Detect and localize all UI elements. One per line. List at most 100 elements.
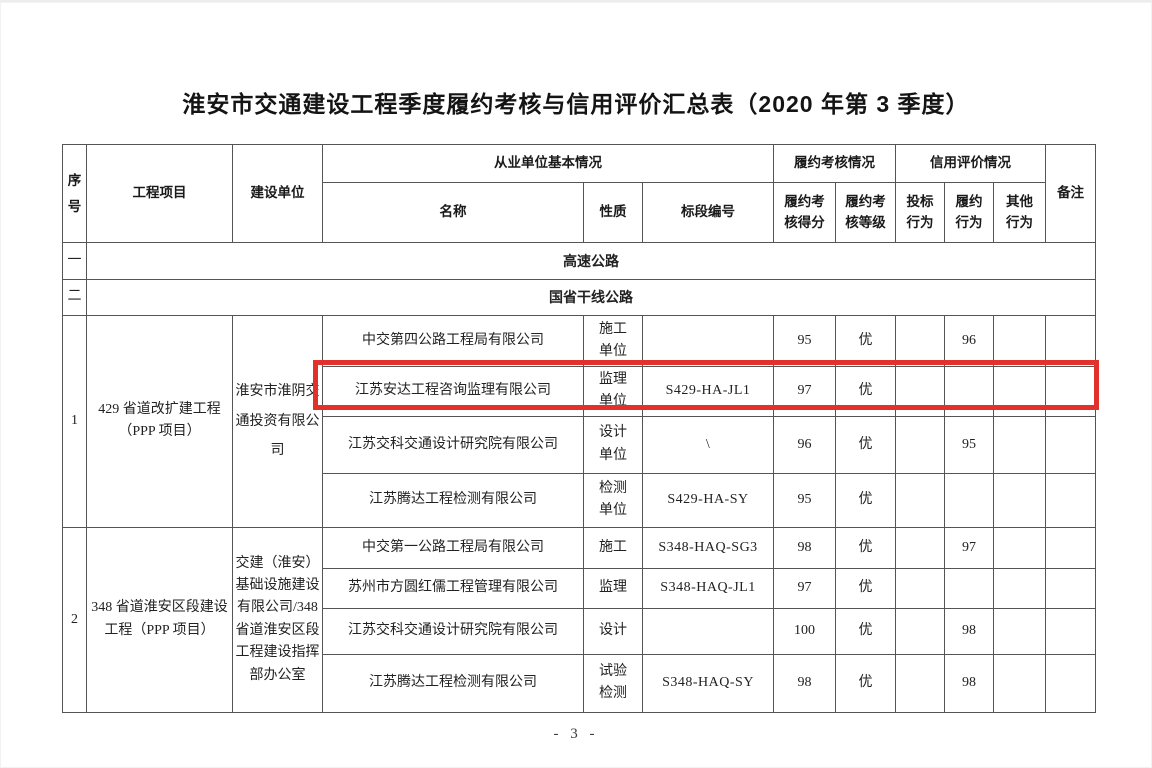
- bid-behavior: [895, 526, 946, 569]
- table-row: 江苏交科交通设计研究院有限公司 设计单位 \ 96 优 95: [63, 415, 1097, 474]
- section-no: S348-HAQ-SY: [641, 653, 775, 713]
- unit-name: 江苏腾达工程检测有限公司: [322, 653, 584, 713]
- perf-grade: 优: [835, 472, 897, 528]
- col-header-name: 名称: [322, 182, 584, 243]
- col-header-section-no: 标段编号: [641, 182, 775, 243]
- perf-grade: 优: [835, 567, 897, 609]
- bid-behavior: [895, 607, 946, 655]
- section-seq: 一: [62, 242, 87, 280]
- table-row: 江苏腾达工程检测有限公司 检测单位 S429-HA-SY 95 优: [63, 472, 1097, 528]
- col-header-bid-behavior: 投标行为: [895, 182, 946, 243]
- perf-score: 98: [773, 526, 837, 569]
- col-header-perf-grade: 履约考核等级: [835, 182, 897, 243]
- unit-nature: 设计单位: [583, 415, 643, 474]
- perf-score: 98: [773, 653, 837, 713]
- section-no: S429-HA-JL1: [641, 366, 775, 417]
- col-header-unit-group: 从业单位基本情况: [321, 144, 775, 183]
- remark: [1045, 607, 1097, 655]
- section-no: S348-HAQ-JL1: [641, 567, 775, 609]
- perf-grade: 优: [835, 315, 897, 367]
- other-behavior: [993, 472, 1047, 528]
- section-row-highway: 一 高速公路: [62, 242, 1097, 280]
- col-header-project: 工程项目: [86, 144, 233, 243]
- section-title: 高速公路: [85, 242, 1097, 280]
- remark: [1045, 567, 1097, 609]
- col-header-other-behavior: 其他行为: [993, 182, 1047, 243]
- other-behavior: [993, 607, 1047, 655]
- perf-score: 97: [773, 366, 837, 417]
- perf-grade: 优: [835, 415, 897, 474]
- col-header-perf-score: 履约考核得分: [773, 182, 837, 243]
- owner-name: 淮安市淮阴交通投资有限公司: [232, 315, 323, 528]
- remark: [1045, 472, 1097, 528]
- perf-behavior: [944, 567, 995, 609]
- bid-behavior: [895, 366, 946, 417]
- header-row-groups: 序号 工程项目 建设单位 从业单位基本情况 履约考核情况 信用评价情况 备注: [62, 144, 1097, 243]
- perf-behavior: [944, 366, 995, 417]
- unit-nature: 监理单位: [583, 366, 643, 417]
- unit-nature: 施工: [583, 526, 643, 569]
- remark: [1045, 366, 1097, 417]
- other-behavior: [993, 567, 1047, 609]
- section-no: S429-HA-SY: [641, 472, 775, 528]
- table-row: 江苏腾达工程检测有限公司 试验检测 S348-HAQ-SY 98 优 98: [63, 653, 1097, 713]
- section-row-trunk-road: 二 国省干线公路: [62, 279, 1097, 316]
- perf-score: 95: [773, 472, 837, 528]
- perf-score: 100: [773, 607, 837, 655]
- summary-table-container: 序号 工程项目 建设单位 从业单位基本情况 履约考核情况 信用评价情况 备注 名…: [62, 144, 1097, 713]
- page-title: 淮安市交通建设工程季度履约考核与信用评价汇总表（2020 年第 3 季度）: [182, 91, 970, 117]
- other-behavior: [993, 415, 1047, 474]
- header-row-columns: 名称 性质 标段编号 履约考核得分 履约考核等级 投标行为 履约行为 其他行为: [63, 182, 1096, 243]
- unit-nature: 试验检测: [583, 653, 643, 713]
- project-name: 348 省道淮安区段建设工程（PPP 项目）: [86, 526, 233, 713]
- unit-name: 中交第一公路工程局有限公司: [322, 526, 584, 569]
- project-name: 429 省道改扩建工程（PPP 项目）: [86, 315, 233, 528]
- section-no: \: [641, 415, 775, 474]
- table-row: 江苏交科交通设计研究院有限公司 设计 100 优 98: [63, 607, 1097, 655]
- perf-behavior: 96: [944, 315, 995, 367]
- remark: [1045, 653, 1097, 713]
- perf-grade: 优: [835, 607, 897, 655]
- unit-name: 江苏腾达工程检测有限公司: [322, 472, 584, 528]
- perf-score: 96: [773, 415, 837, 474]
- unit-name: 苏州市方圆红儒工程管理有限公司: [322, 567, 584, 609]
- table-row: 1 429 省道改扩建工程（PPP 项目） 淮安市淮阴交通投资有限公司 中交第四…: [62, 315, 1097, 528]
- perf-behavior: [944, 472, 995, 528]
- perf-grade: 优: [835, 526, 897, 569]
- bid-behavior: [895, 472, 946, 528]
- summary-table: 序号 工程项目 建设单位 从业单位基本情况 履约考核情况 信用评价情况 备注 名…: [62, 144, 1097, 713]
- col-header-owner: 建设单位: [232, 144, 323, 243]
- unit-nature: 设计: [583, 607, 643, 655]
- other-behavior: [993, 315, 1047, 367]
- bid-behavior: [895, 315, 946, 367]
- unit-name: 江苏安达工程咨询监理有限公司: [322, 366, 584, 417]
- perf-score: 97: [773, 567, 837, 609]
- section-no: [641, 315, 775, 367]
- bid-behavior: [895, 653, 946, 713]
- unit-nature: 监理: [583, 567, 643, 609]
- col-header-credit-group: 信用评价情况: [895, 144, 1047, 183]
- section-no: S348-HAQ-SG3: [641, 526, 775, 569]
- unit-nature: 施工单位: [583, 315, 643, 367]
- perf-behavior: 97: [944, 526, 995, 569]
- col-header-perf-group: 履约考核情况: [773, 144, 897, 183]
- table-row: 苏州市方圆红儒工程管理有限公司 监理 S348-HAQ-JL1 97 优: [63, 567, 1097, 609]
- unit-name: 中交第四公路工程局有限公司: [322, 315, 584, 367]
- project-seq: 1: [62, 315, 87, 528]
- owner-name: 交建（淮安）基础设施建设有限公司/348 省道淮安区段工程建设指挥部办公室: [232, 526, 323, 713]
- bid-behavior: [895, 567, 946, 609]
- other-behavior: [993, 653, 1047, 713]
- perf-grade: 优: [835, 366, 897, 417]
- section-title: 国省干线公路: [85, 279, 1097, 316]
- col-header-perf-behavior: 履约行为: [944, 182, 995, 243]
- unit-name: 江苏交科交通设计研究院有限公司: [322, 415, 584, 474]
- remark: [1045, 526, 1097, 569]
- col-header-nature: 性质: [583, 182, 643, 243]
- section-no: [641, 607, 775, 655]
- perf-behavior: 98: [944, 653, 995, 713]
- perf-grade: 优: [835, 653, 897, 713]
- other-behavior: [993, 526, 1047, 569]
- col-header-seq: 序号: [62, 144, 87, 243]
- col-header-remark: 备注: [1045, 144, 1097, 243]
